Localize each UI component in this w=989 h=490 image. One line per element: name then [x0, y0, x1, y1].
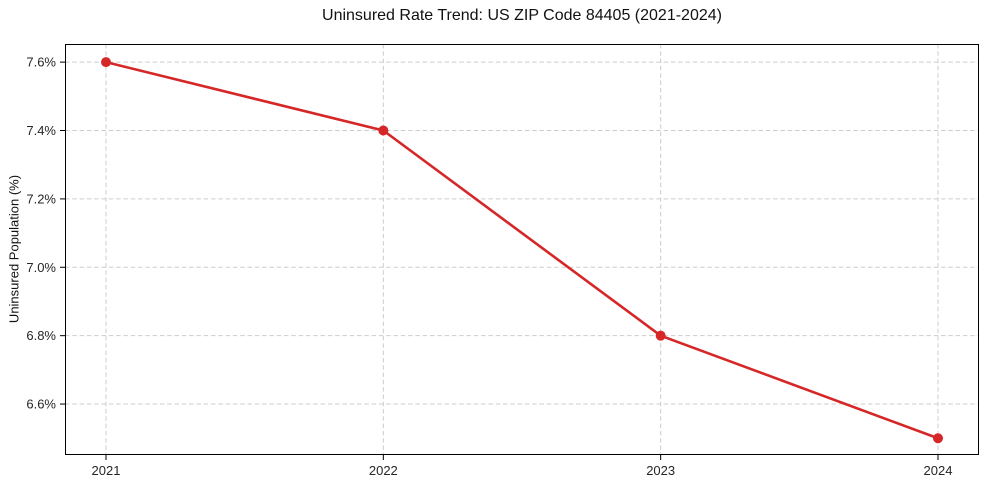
- data-point-marker: [101, 57, 111, 68]
- y-tick-label: 7.0%: [26, 260, 56, 275]
- x-tick-label: 2024: [924, 463, 953, 478]
- y-axis-label: Uninsured Population (%): [6, 174, 22, 324]
- plot-area: 2021 2022 2023 2024 6.6% 6.8% 7.0% 7.2% 7.4% 7.6%: [26, 44, 979, 478]
- y-tick-label: 7.2%: [26, 191, 56, 206]
- data-point-marker: [378, 125, 389, 136]
- chart-title: Uninsured Rate Trend: US ZIP Code 84405 …: [322, 7, 722, 24]
- x-tick-label: 2021: [92, 463, 121, 478]
- y-tick-label: 7.6%: [26, 55, 56, 70]
- y-tick-label: 7.4%: [26, 123, 56, 138]
- x-tick-label: 2022: [369, 463, 398, 478]
- trend-line: [104, 60, 940, 440]
- data-point-marker: [655, 330, 666, 341]
- x-tick-label: 2023: [646, 463, 675, 478]
- data-point-marker: [933, 433, 943, 444]
- y-tick-label: 6.6%: [26, 397, 56, 412]
- y-tick-label: 6.8%: [26, 328, 56, 343]
- plot-border: [65, 44, 979, 455]
